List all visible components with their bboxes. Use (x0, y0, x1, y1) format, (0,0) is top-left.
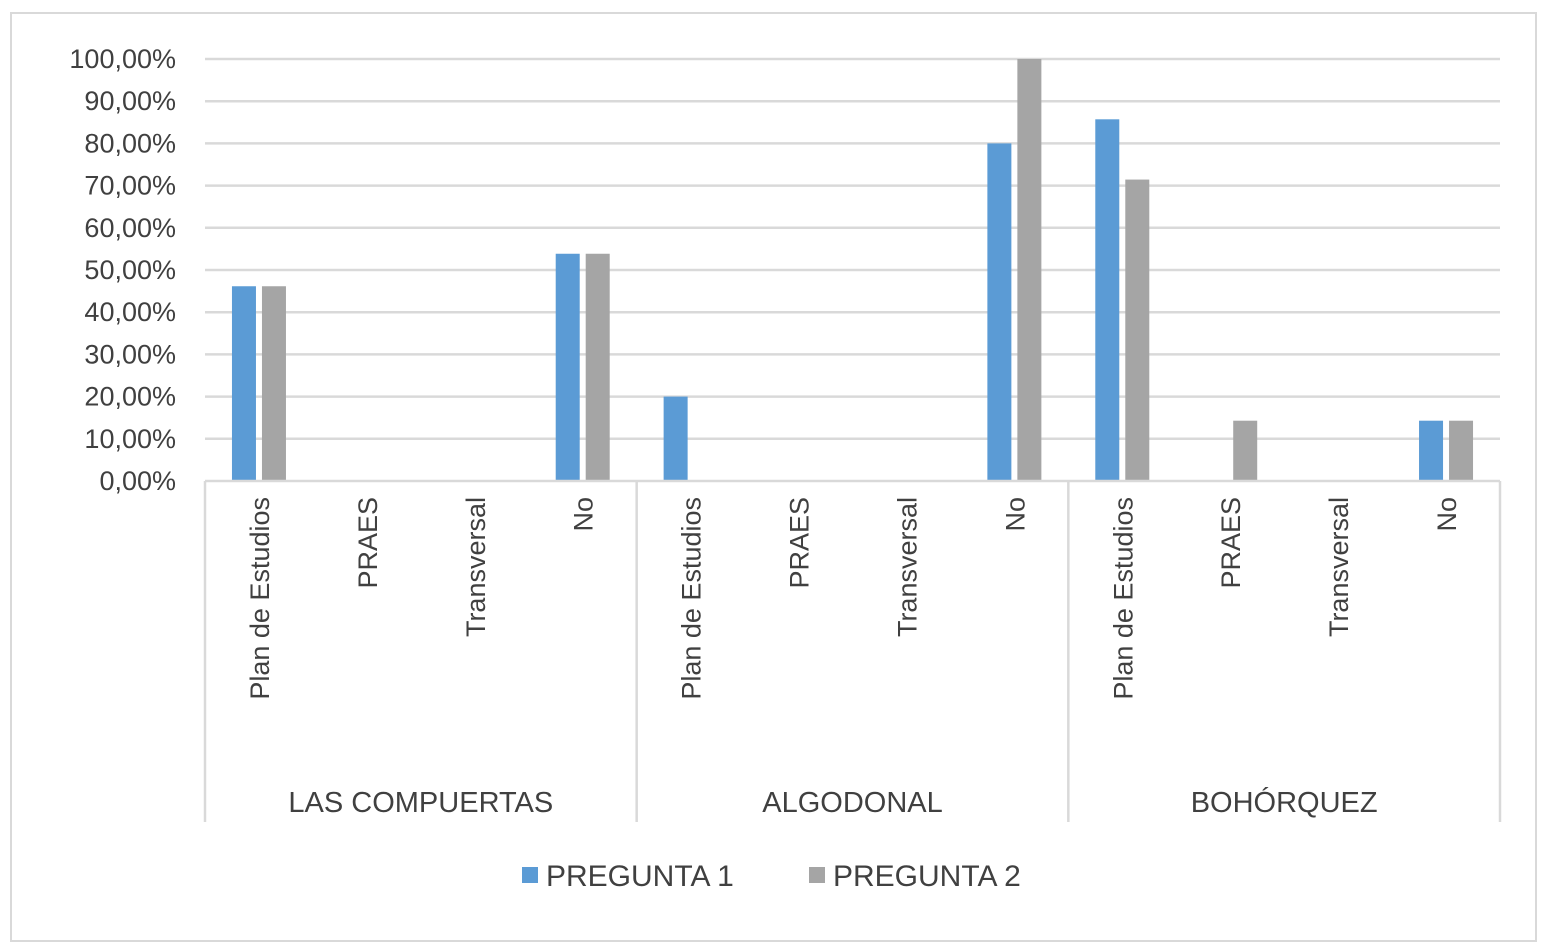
bar (1095, 119, 1120, 481)
bars (231, 59, 1474, 481)
bar (1125, 179, 1150, 481)
bar (231, 286, 256, 481)
category-label: Transversal (892, 497, 922, 637)
bar (1419, 420, 1444, 481)
y-tick-label: 50,00% (84, 255, 176, 285)
category-label: No (1000, 497, 1030, 532)
bar (987, 143, 1012, 481)
bar (555, 253, 580, 481)
bar (1233, 420, 1258, 481)
group-label: LAS COMPUERTAS (288, 787, 553, 819)
bar (585, 253, 610, 481)
legend-label: PREGUNTA 2 (833, 860, 1021, 893)
y-tick-label: 40,00% (84, 297, 176, 327)
group-label: ALGODONAL (762, 787, 943, 819)
legend-label: PREGUNTA 1 (546, 860, 734, 893)
legend: PREGUNTA 1 PREGUNTA 2 (522, 860, 1021, 893)
y-tick-label: 70,00% (84, 171, 176, 201)
y-tick-label: 0,00% (99, 466, 176, 496)
y-tick-label: 100,00% (69, 44, 176, 74)
y-tick-label: 10,00% (84, 424, 176, 454)
legend-swatch (809, 867, 825, 883)
category-label: PRAES (353, 497, 383, 589)
y-tick-label: 80,00% (84, 128, 176, 158)
category-label: No (1432, 497, 1462, 532)
category-label: Plan de Estudios (1108, 497, 1138, 700)
legend-swatch (522, 867, 538, 883)
group-label: BOHÓRQUEZ (1191, 786, 1378, 819)
category-label: Plan de Estudios (677, 497, 707, 700)
group-labels: LAS COMPUERTAS ALGODONAL BOHÓRQUEZ (288, 786, 1377, 819)
y-axis-ticks: 0,00% 10,00% 20,00% 30,00% 40,00% 50,00% 60,00… (69, 44, 176, 496)
category-labels: Plan de Estudios PRAES Transversal No Plan d… (245, 497, 1462, 700)
category-label: Plan de Estudios (245, 497, 275, 700)
bar (1449, 420, 1474, 481)
y-tick-label: 30,00% (84, 339, 176, 369)
bar (663, 396, 688, 481)
category-label: No (569, 497, 599, 532)
y-tick-label: 90,00% (84, 86, 176, 116)
category-label: Transversal (461, 497, 491, 637)
category-label: PRAES (785, 497, 815, 589)
bar (261, 286, 286, 481)
y-tick-label: 60,00% (84, 213, 176, 243)
category-label: Transversal (1324, 497, 1354, 637)
x-axis (203, 479, 1502, 822)
bar (1017, 59, 1042, 481)
y-tick-label: 20,00% (84, 382, 176, 412)
category-label: PRAES (1216, 497, 1246, 589)
gridlines (205, 57, 1500, 441)
